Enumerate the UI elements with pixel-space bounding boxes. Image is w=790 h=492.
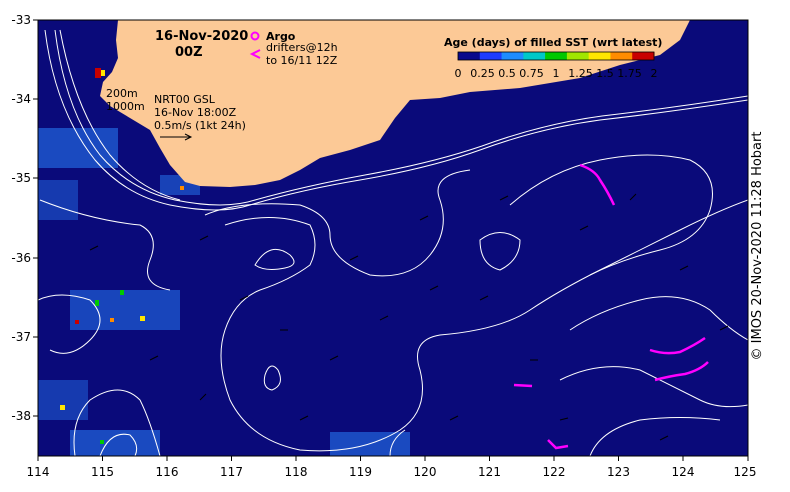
colorbar-tick-label: 0.75 [519, 67, 544, 80]
current-arrows [89, 193, 729, 441]
x-tick-label: 121 [478, 465, 501, 479]
y-tick-label: -37 [11, 330, 31, 344]
x-tick-label: 119 [349, 465, 372, 479]
colorbar-swatch [610, 52, 633, 60]
colorbar [458, 52, 655, 60]
y-tick-label: -34 [11, 92, 31, 106]
colorbar-tick-label: 1.25 [568, 67, 593, 80]
x-tick-label: 118 [285, 465, 308, 479]
map-date: 16-Nov-2020 [155, 29, 248, 44]
argo-marker-icon [250, 31, 260, 41]
drifter-marker-icon [249, 49, 261, 59]
contours [38, 29, 748, 456]
product-time: 16-Nov 18:00Z [154, 106, 237, 119]
land-mass [100, 20, 690, 187]
colorbar-swatch [566, 52, 590, 60]
colorbar-swatch [458, 52, 481, 60]
x-tick-label: 115 [91, 465, 114, 479]
colorbar-tick-label: 1.75 [617, 67, 642, 80]
colorbar-tick-labels: 0 0.25 0.5 0.75 1 1.25 1.5 1.75 2 [455, 67, 658, 80]
x-tick-label: 117 [220, 465, 243, 479]
drifter-tracks [513, 163, 709, 450]
x-tick-label: 114 [27, 465, 50, 479]
credit-text: © IMOS 20-Nov-2020 11:28 Hobart [750, 131, 765, 361]
colorbar-swatch [545, 52, 568, 60]
x-tick-label: 122 [543, 465, 566, 479]
product-name: NRT00 GSL [154, 93, 216, 106]
colorbar-tick-label: 0 [455, 67, 462, 80]
isobath-label-1000m: 1000m [106, 100, 145, 113]
drifters-label-line2: to 16/11 12Z [266, 54, 338, 67]
argo-label: Argo [266, 30, 296, 43]
colorbar-swatch [588, 52, 611, 60]
tick-marks [33, 19, 749, 461]
velocity-scale-label: 0.5m/s (1kt 24h) [154, 119, 246, 132]
y-tick-label: -33 [11, 13, 31, 27]
x-tick-label: 120 [414, 465, 437, 479]
drifters-label-line1: drifters@12h [266, 41, 338, 54]
y-axis-labels: -33 -34 -35 -36 -37 -38 [11, 13, 31, 423]
x-tick-label: 116 [156, 465, 179, 479]
colorbar-swatch [479, 52, 503, 60]
x-tick-label: 123 [607, 465, 630, 479]
plot-frame [37, 19, 749, 457]
x-tick-label: 125 [734, 465, 757, 479]
colorbar-title: Age (days) of filled SST (wrt latest) [444, 36, 662, 49]
colorbar-swatch [632, 52, 655, 60]
colorbar-tick-label: 0.5 [498, 67, 516, 80]
x-axis-labels: 114 115 116 117 118 119 120 121 122 123 … [27, 465, 757, 479]
colorbar-frame [457, 51, 655, 61]
isobath-label-200m: 200m [106, 87, 138, 100]
y-tick-label: -38 [11, 409, 31, 423]
colorbar-tick-label: 0.25 [470, 67, 495, 80]
y-tick-label: -35 [11, 171, 31, 185]
colorbar-swatch [523, 52, 546, 60]
colorbar-tick-label: 2 [651, 67, 658, 80]
colorbar-swatch [501, 52, 524, 60]
y-tick-label: -36 [11, 251, 31, 265]
colorbar-tick-label: 1 [553, 67, 560, 80]
velocity-scale-arrow-icon [160, 133, 193, 141]
map-time: 00Z [175, 45, 203, 60]
x-tick-label: 124 [672, 465, 695, 479]
colorbar-tick-label: 1.5 [596, 67, 614, 80]
